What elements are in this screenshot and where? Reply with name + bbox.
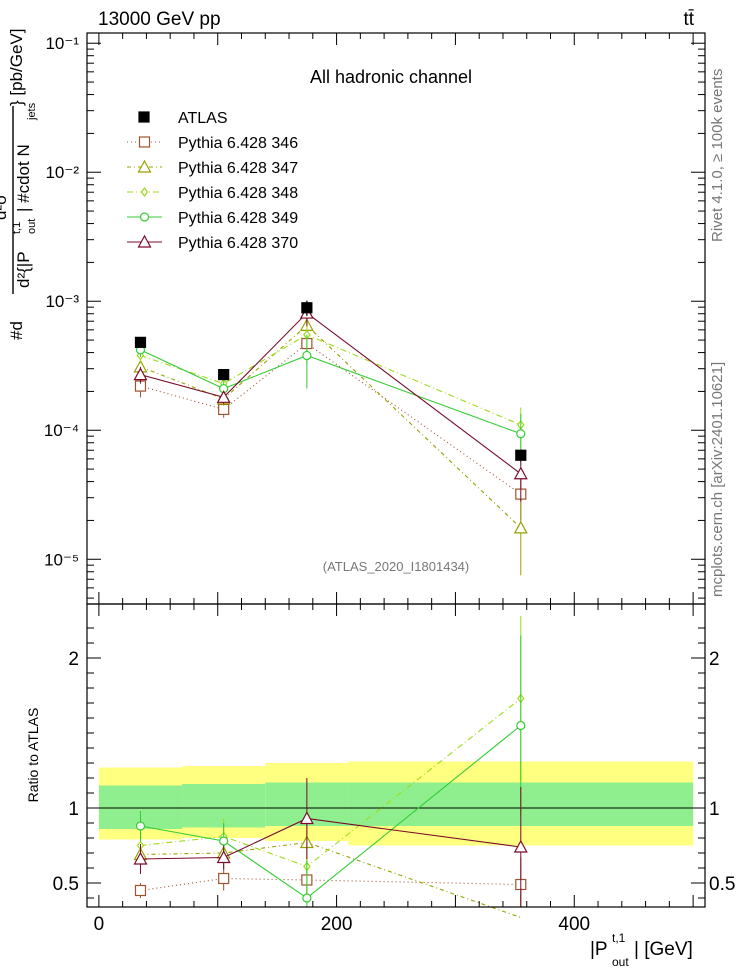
- series-line-4: [140, 312, 522, 475]
- legend-label-3: Pythia 6.428 349: [178, 210, 298, 227]
- ratio-line-3: [140, 725, 522, 899]
- x-tick-label-1: 200: [321, 914, 353, 935]
- series-line-1: [140, 324, 522, 529]
- atlas-point-0: [134, 336, 147, 348]
- legend-item-1: Pythia 6.428 347: [127, 159, 298, 177]
- ratio-line-4: [140, 817, 521, 860]
- y-axis-denominator: d²{|P: [14, 251, 33, 288]
- series-point-4-1: [216, 390, 231, 403]
- energy-label: 13000 GeV pp: [98, 9, 221, 30]
- legend-marker-2: [140, 187, 149, 197]
- ratio-point-3-1: [219, 836, 229, 846]
- ratio-point-4-0: [133, 851, 148, 865]
- ratio-frame: [86, 603, 706, 908]
- rivet-version-label: Rivet 4.1.0, ≥ 100k events: [709, 69, 726, 242]
- ratio-point-0-0: [134, 884, 147, 897]
- x-axis-title: |P t,1 out | [GeV]: [590, 931, 693, 969]
- x-axis-title-sup: t,1: [612, 931, 626, 945]
- legend-label-2: Pythia 6.428 348: [178, 185, 298, 202]
- legend-marker-3: [139, 212, 150, 222]
- y-axis-denominator-sup: t,1: [11, 222, 23, 234]
- legend-item-4: Pythia 6.428 370: [127, 234, 298, 252]
- ratio-tick-label-left-2: 2: [68, 649, 79, 670]
- ratio-line-0: [140, 877, 521, 892]
- ratio-tick-label-right-1: 1: [709, 799, 720, 820]
- main-panel: 10⁻⁵ 10⁻⁴ 10⁻³ 10⁻² 10⁻¹: [44, 32, 706, 605]
- series-point-4-0: [133, 367, 148, 381]
- ratio-axis-title: Ratio to ATLAS: [25, 708, 41, 803]
- legend-label-4: Pythia 6.428 370: [178, 235, 298, 252]
- atlas-point-2: [301, 302, 313, 314]
- ratio-line-1: [140, 841, 521, 919]
- x-tick-label-0: 0: [94, 914, 105, 935]
- legend-marker-atlas: [138, 111, 150, 123]
- x-axis-title-tail: | [GeV]: [634, 939, 693, 960]
- ratio-point-4-1: [216, 850, 231, 864]
- ratio-tick-label-left-1: 1: [68, 799, 79, 820]
- series-line-0: [140, 342, 522, 495]
- series-point-1-3: [513, 520, 528, 534]
- ratio-point-3-0: [135, 821, 146, 831]
- legend-label-atlas: ATLAS: [178, 110, 228, 127]
- legend-item-2: Pythia 6.428 348: [127, 185, 298, 202]
- y-axis-prefix: #d: [7, 321, 26, 340]
- x-tick-label-2: 400: [558, 914, 590, 935]
- ratio-point-3-2: [302, 893, 312, 903]
- ratio-point-4-3: [513, 839, 528, 853]
- legend: ATLAS Pythia 6.428 346 Pythia 6.428 347 Pyt…: [127, 110, 298, 252]
- atlas-point-1: [218, 368, 230, 381]
- analysis-label: (ATLAS_2020_I1801434): [323, 559, 469, 574]
- series-point-4-3: [513, 466, 528, 480]
- y-axis-denominator-tail: | #cdot N: [14, 144, 33, 212]
- y-tick-label-0: 10⁻⁵: [44, 550, 79, 569]
- y-axis-numerator-sup: fid: [0, 180, 1, 192]
- atlas-point-3: [515, 449, 527, 461]
- y-tick-label-4: 10⁻¹: [45, 34, 79, 53]
- legend-item-3: Pythia 6.428 349: [127, 210, 298, 227]
- y-tick-label-2: 10⁻³: [45, 292, 79, 311]
- x-axis-title-sub: out: [612, 955, 629, 969]
- x-axis-title-main: |P: [590, 939, 608, 960]
- y-axis-title: #d d²{|P t,1 out | #cdot N jets d²σ fid …: [0, 29, 38, 341]
- ratio-tick-label-left-0: 0.5: [53, 874, 79, 895]
- mcplots-label: mcplots.cern.ch [arXiv:2401.10621]: [709, 362, 726, 597]
- y-axis-unit: } [pb/GeV]: [7, 29, 26, 107]
- legend-label-0: Pythia 6.428 346: [178, 135, 298, 152]
- series-point-3-2: [302, 350, 312, 361]
- legend-label-1: Pythia 6.428 347: [178, 160, 298, 177]
- ratio-point-4-2: [299, 811, 314, 825]
- ratio-tick-label-right-0: 0.5: [709, 874, 735, 895]
- ratio-line-2: [140, 698, 522, 868]
- legend-item-atlas: ATLAS: [138, 110, 228, 127]
- legend-item-0: Pythia 6.428 346: [127, 135, 298, 152]
- y-tick-label-3: 10⁻²: [45, 163, 79, 182]
- ratio-tick-label-right-2: 2: [709, 649, 720, 670]
- ratio-point-0-1: [218, 872, 230, 885]
- y-axis-numerator: d²σ: [0, 194, 10, 220]
- y-axis-denominator-sub: out: [26, 219, 38, 234]
- y-axis-jets-sub: jets: [26, 102, 38, 121]
- ratio-panel: 0.5 0.5 1 1 2 2 0 200 400: [53, 603, 735, 935]
- process-label: tt̄: [683, 9, 694, 30]
- legend-marker-4: [137, 234, 152, 248]
- series-point-0-1: [218, 403, 230, 416]
- legend-marker-0: [138, 136, 151, 148]
- ratio-point-3-3: [516, 720, 526, 731]
- series-point-3-3: [516, 429, 526, 439]
- chart-title: All hadronic channel: [310, 67, 472, 87]
- series-line-3: [140, 349, 521, 435]
- y-tick-label-1: 10⁻⁴: [44, 421, 79, 440]
- legend-marker-1: [137, 159, 152, 173]
